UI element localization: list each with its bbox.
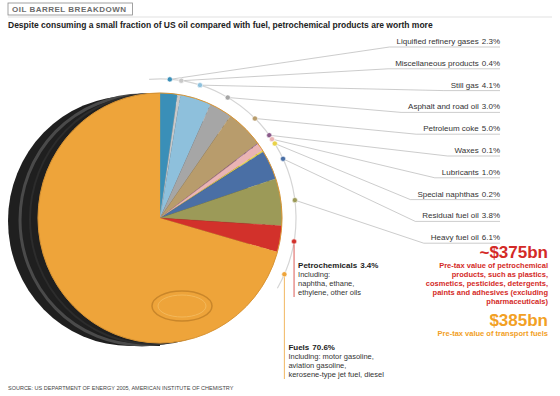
category-name: Heavy fuel oil xyxy=(431,233,479,242)
pie-slice xyxy=(160,179,282,226)
barrel-rim xyxy=(38,93,282,343)
slice-label: Special naphthas 0.2% xyxy=(417,190,500,199)
category-name: Liquified refinery gases xyxy=(396,37,478,46)
value-label: 1.0% xyxy=(482,168,500,177)
slice-detail: kerosene-type jet fuel, diesel xyxy=(288,370,384,379)
leader-dot xyxy=(272,141,277,146)
leader-line xyxy=(255,118,500,134)
title-rule xyxy=(8,17,552,18)
value-label: 0.4% xyxy=(482,59,500,68)
value-label: 0.1% xyxy=(482,146,500,155)
category-name: Lubricants xyxy=(442,168,479,177)
category-name: Asphalt and road oil xyxy=(408,102,479,111)
category-name: Petroleum coke xyxy=(423,124,479,133)
leader-line xyxy=(181,69,500,81)
slice-label: Waxes0.1% xyxy=(455,146,500,155)
slice-label: Liquified refinery gases 2.3% xyxy=(396,37,500,46)
leader-dot xyxy=(282,272,287,277)
annotation-text: Pre-tax value of petrochemical xyxy=(439,261,548,270)
value-label: 3.4% xyxy=(360,261,378,270)
annotation-text: pharmaceuticals) xyxy=(486,297,548,306)
value-label: 5.0% xyxy=(482,124,500,133)
leader-line xyxy=(272,139,500,178)
leader-dot xyxy=(225,95,230,100)
value-label: 70.6% xyxy=(312,343,335,352)
leader-line xyxy=(294,241,295,297)
category-name: Miscellaneous products xyxy=(395,59,479,68)
barrel-bung xyxy=(152,291,212,321)
annotation-text: Pre-tax value of transport fuels xyxy=(438,329,548,338)
annotation-text: paints and adhesives (excluding xyxy=(433,288,549,297)
chart-canvas: OIL BARREL BREAKDOWN Despite consuming a … xyxy=(0,0,560,396)
leader-line xyxy=(283,159,500,222)
leader-line xyxy=(170,47,500,79)
leader-line xyxy=(295,200,500,243)
annotation-value: ~$375bn xyxy=(479,243,548,262)
category-name: Special naphthas xyxy=(417,190,478,199)
source: SOURCE: US DEPARTMENT OF ENERGY 2005, AM… xyxy=(8,385,234,391)
slice-label: Lubricants1.0% xyxy=(442,168,500,177)
slice-detail: ethylene, other oils xyxy=(298,288,361,297)
barrel-bung-inner xyxy=(158,295,206,317)
leader-dot xyxy=(291,239,296,244)
value-label: 3.0% xyxy=(482,102,500,111)
annotation-text: cosmetics, pesticides, detergents, xyxy=(426,279,548,288)
slice-label: Asphalt and road oil3.0% xyxy=(408,102,500,111)
slice-detail: Including: motor gasoline, xyxy=(288,352,373,361)
slice-detail: Including: xyxy=(298,270,330,279)
value-label: 0.2% xyxy=(482,190,500,199)
leader-dot xyxy=(252,116,257,121)
slice-label: Heavy fuel oil6.1% xyxy=(431,233,500,242)
category-name: Waxes xyxy=(455,146,479,155)
title-box xyxy=(8,3,133,15)
leader-line xyxy=(284,274,285,379)
pie-slice xyxy=(38,93,277,343)
guide-arc xyxy=(149,79,296,288)
category-name: Still gas xyxy=(451,81,479,90)
slice-detail: naphtha, ethane, xyxy=(298,279,354,288)
slice-detail: aviation gasoline, xyxy=(288,361,346,370)
value-label: 4.1% xyxy=(482,81,500,90)
annotation-text: products, such as plastics, xyxy=(452,270,548,279)
pie-slices xyxy=(38,93,282,343)
annotation-value: $385bn xyxy=(489,311,548,330)
slice-label: Still gas4.1% xyxy=(451,81,500,90)
value-label: 3.8% xyxy=(482,211,500,220)
leader-dot xyxy=(179,78,184,83)
slice-label: Petroleum coke5.0% xyxy=(423,124,500,133)
annotations: ~$375bnPre-tax value of petrochemicalpro… xyxy=(426,243,549,338)
leader-line xyxy=(228,97,500,112)
value-label: 2.3% xyxy=(482,37,500,46)
subtitle: Despite consuming a small fraction of US… xyxy=(8,20,433,30)
slice-label: Fuels70.6% xyxy=(288,343,335,352)
leader-line xyxy=(200,85,500,90)
leader-line xyxy=(269,135,500,156)
category-name: Fuels xyxy=(288,343,309,352)
title: OIL BARREL BREAKDOWN xyxy=(12,5,127,14)
leader-dot xyxy=(292,198,297,203)
leader-dot xyxy=(167,77,172,82)
leader-dot xyxy=(280,156,285,161)
category-name: Residual fuel oil xyxy=(422,211,479,220)
leader-dot xyxy=(197,83,202,88)
category-name: Petrochemicals xyxy=(298,261,358,270)
leader-line xyxy=(275,144,500,200)
labels: Liquified refinery gases 2.3% Miscellaneou… xyxy=(167,37,500,379)
slice-label: Petrochemicals3.4% xyxy=(298,261,378,270)
value-label: 6.1% xyxy=(482,233,500,242)
slice-label: Residual fuel oil3.8% xyxy=(422,211,500,220)
slice-label: Miscellaneous products0.4% xyxy=(395,59,500,68)
